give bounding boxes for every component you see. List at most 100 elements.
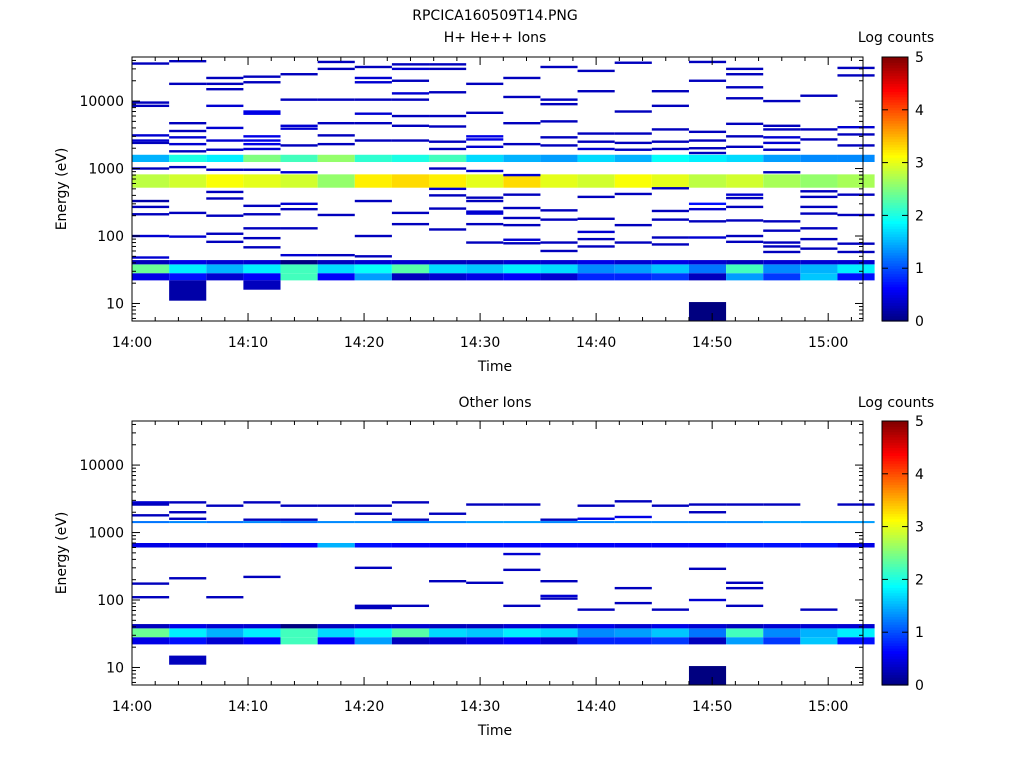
heatmap-cell (577, 237, 615, 241)
heatmap-cell (169, 511, 207, 514)
heatmap-cell (540, 144, 578, 147)
heatmap-cell (280, 624, 318, 629)
colorbar-swatch (882, 531, 908, 536)
x-tick-label: 14:20 (344, 335, 384, 351)
heatmap-cell (726, 205, 764, 209)
heatmap-cell (837, 74, 875, 77)
colorbar-swatch (882, 505, 908, 509)
heatmap-cell (317, 154, 355, 163)
heatmap-cell (429, 114, 467, 118)
heatmap-cell (429, 273, 467, 281)
heatmap-cell (391, 521, 430, 524)
heatmap-cell (429, 260, 467, 265)
heatmap-cell (280, 521, 318, 524)
colorbar-swatch (882, 310, 908, 314)
heatmap-cell (577, 217, 615, 220)
heatmap-cell (243, 542, 281, 548)
heatmap-cell (354, 65, 392, 69)
colorbar-label: Log counts (858, 395, 934, 411)
colorbar: 0 1 2 3 4 5 (881, 50, 924, 330)
colorbar-tick-label: 5 (915, 414, 924, 430)
colorbar-swatch (882, 626, 908, 631)
heatmap-cell (577, 628, 615, 638)
heatmap-cell (651, 260, 689, 265)
heatmap-cell (577, 260, 615, 265)
heatmap-cell (354, 542, 392, 548)
colorbar-swatch (882, 57, 908, 61)
colorbar-swatch (882, 566, 908, 570)
heatmap-cell (837, 193, 875, 196)
heatmap-cell (169, 150, 207, 153)
heatmap-cell (614, 601, 652, 605)
x-tick-label: 14:50 (692, 335, 732, 351)
heatmap-cell (429, 174, 467, 188)
colorbar-swatch (882, 587, 908, 591)
heatmap-cell (726, 624, 764, 629)
heatmap-cell (540, 594, 578, 598)
y-tick-label: 10 (106, 296, 124, 312)
colorbar-swatch (882, 125, 908, 129)
heatmap-cell (651, 218, 689, 221)
heatmap-cell (614, 141, 652, 145)
colorbar-swatch (882, 650, 908, 654)
heatmap-cell (577, 230, 615, 234)
heatmap-cell (243, 147, 281, 151)
heatmap-cell (540, 637, 578, 645)
heatmap-cell (466, 637, 504, 645)
heatmap-cell (577, 521, 615, 524)
heatmap-cell (614, 61, 652, 64)
colorbar-swatch (882, 616, 908, 620)
heatmap-cell (688, 637, 727, 645)
heatmap-cell (577, 174, 615, 188)
y-tick-label: 10000 (79, 458, 124, 474)
heatmap-cell (466, 628, 504, 638)
heatmap-cell (577, 195, 615, 199)
heatmap-cell (837, 264, 875, 274)
heatmap-cell (280, 260, 318, 265)
colorbar-swatch (882, 268, 908, 272)
colorbar-swatch (882, 307, 908, 312)
heatmap-cell (763, 99, 801, 103)
heatmap-cell (280, 542, 318, 548)
colorbar-swatch (882, 582, 908, 586)
heatmap-cell (651, 209, 689, 213)
heatmap-cell (763, 124, 801, 128)
heatmap-cell (688, 624, 727, 629)
heatmap-cell (354, 255, 392, 258)
heatmap-cell (503, 95, 541, 99)
x-tick-label: 14:00 (112, 699, 152, 715)
heatmap-cell (651, 90, 689, 93)
heatmap-cell (540, 120, 578, 123)
heatmap-cell (466, 199, 504, 203)
heatmap-cell (169, 624, 207, 629)
colorbar-swatch (882, 144, 908, 148)
x-tick-label: 14:30 (460, 699, 500, 715)
colorbar-swatch (882, 637, 908, 641)
colorbar-swatch (882, 96, 908, 100)
heatmap-cell (726, 145, 764, 149)
heatmap-cell (391, 174, 430, 188)
heatmap-cell (726, 586, 764, 590)
heatmap-cell (651, 504, 689, 507)
colorbar-swatch (882, 555, 908, 559)
heatmap-cell (614, 154, 652, 163)
colorbar-swatch (882, 666, 908, 670)
heatmap-cell (614, 586, 652, 590)
heatmap-cell (243, 575, 281, 579)
plot-frame (131, 56, 864, 322)
colorbar-swatch (882, 465, 908, 470)
heatmap-cell (280, 174, 318, 188)
heatmap-cell (354, 139, 392, 142)
heatmap-cell (540, 260, 578, 265)
heatmap-cell (354, 98, 392, 101)
colorbar-swatch (882, 502, 908, 507)
heatmap-cell (651, 174, 689, 188)
heatmap-cell (503, 273, 541, 281)
heatmap-cell (354, 199, 392, 203)
heatmap-cell (280, 264, 318, 274)
heatmap-cell (800, 273, 838, 281)
colorbar-swatch (882, 136, 908, 140)
heatmap-cell (800, 264, 838, 274)
heatmap-cell (280, 504, 318, 507)
heatmap-cell (837, 628, 875, 638)
